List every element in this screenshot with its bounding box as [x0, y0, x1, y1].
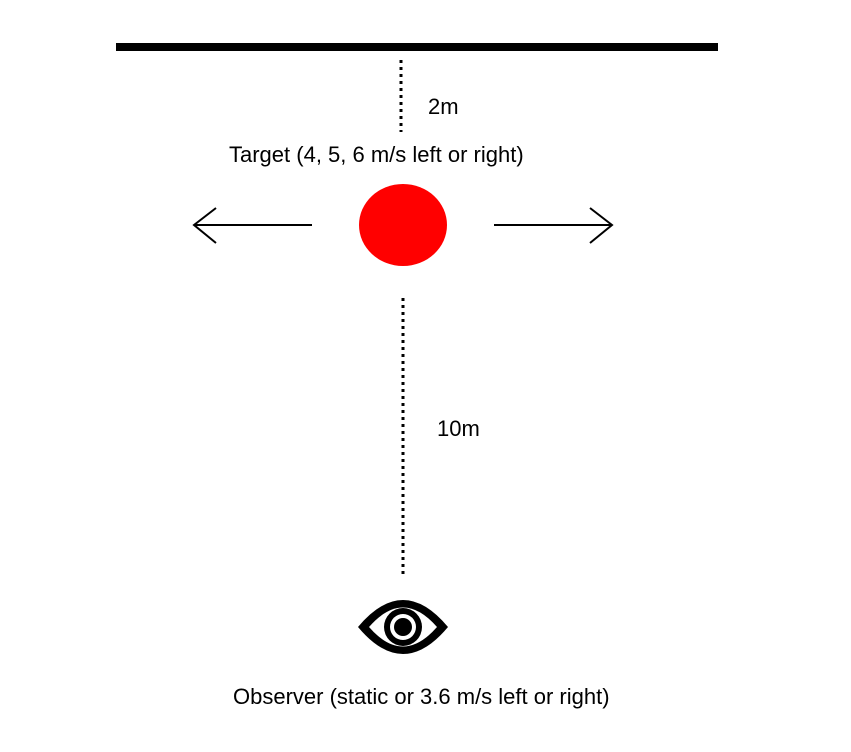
label-2m: 2m: [428, 94, 459, 119]
label-observer: Observer (static or 3.6 m/s left or righ…: [233, 684, 610, 709]
label-10m: 10m: [437, 416, 480, 441]
arrow-right-icon: [494, 207, 614, 244]
arrow-left-icon: [192, 207, 312, 244]
eye-icon: [358, 600, 448, 654]
label-target: Target (4, 5, 6 m/s left or right): [229, 142, 524, 167]
target-circle: [359, 184, 447, 266]
